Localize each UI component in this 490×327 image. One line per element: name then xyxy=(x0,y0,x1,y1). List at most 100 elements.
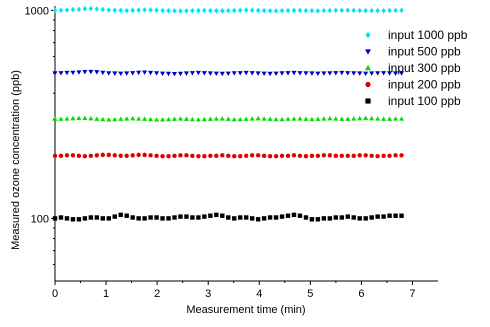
data-point xyxy=(213,116,219,121)
data-point xyxy=(52,116,58,121)
data-point xyxy=(220,8,225,14)
data-point xyxy=(142,216,147,221)
data-point xyxy=(309,116,315,122)
data-point xyxy=(321,116,327,121)
data-point xyxy=(190,215,195,220)
data-point xyxy=(196,154,201,159)
data-point xyxy=(315,8,321,14)
data-point xyxy=(124,116,130,121)
legend-item: input 300 ppb xyxy=(365,61,461,75)
data-point xyxy=(148,153,153,158)
data-point xyxy=(321,216,327,221)
data-point xyxy=(208,7,213,14)
data-point xyxy=(183,71,189,76)
data-point xyxy=(285,116,291,121)
data-point xyxy=(178,214,183,219)
data-point xyxy=(76,115,82,121)
data-point xyxy=(207,71,213,76)
data-point xyxy=(309,71,315,76)
data-point xyxy=(118,116,124,121)
data-point xyxy=(52,153,58,158)
legend-label: input 300 ppb xyxy=(388,61,461,75)
data-point xyxy=(399,116,405,121)
data-point xyxy=(285,213,291,218)
data-point xyxy=(106,117,112,122)
x-tick-label: 7 xyxy=(409,288,415,300)
data-point xyxy=(261,116,267,121)
legend: input 1000 ppb input 500 ppb input 300 ppb… xyxy=(365,28,468,108)
data-point xyxy=(190,153,195,158)
x-tick-label: 3 xyxy=(205,288,211,300)
data-point xyxy=(130,115,136,121)
data-point xyxy=(279,71,285,76)
data-point xyxy=(58,153,64,158)
data-point xyxy=(261,71,267,77)
data-point xyxy=(154,215,159,220)
data-point xyxy=(94,70,100,75)
legend-marker xyxy=(365,81,371,88)
data-point xyxy=(202,214,207,219)
data-point xyxy=(363,115,369,121)
data-point xyxy=(177,116,184,121)
data-point xyxy=(255,115,261,121)
data-point xyxy=(64,153,70,158)
data-point xyxy=(345,71,351,76)
data-point xyxy=(100,70,106,76)
data-point xyxy=(261,7,267,14)
data-point xyxy=(381,214,386,219)
data-point xyxy=(357,71,363,76)
data-point xyxy=(255,217,261,222)
data-point xyxy=(82,115,88,121)
data-point xyxy=(88,215,94,220)
data-point xyxy=(112,116,118,122)
data-point xyxy=(202,154,207,159)
data-point xyxy=(255,153,261,158)
data-point xyxy=(285,7,291,14)
data-point xyxy=(88,5,94,12)
data-point xyxy=(309,217,315,222)
data-point xyxy=(148,70,154,76)
data-point xyxy=(393,116,399,121)
data-point xyxy=(399,213,404,218)
data-point xyxy=(375,214,380,219)
legend-label: input 500 ppb xyxy=(388,45,461,59)
data-point xyxy=(208,153,213,158)
data-point xyxy=(202,7,207,14)
data-point xyxy=(327,216,333,221)
data-point xyxy=(261,153,267,158)
data-point xyxy=(387,213,392,218)
legend-marker xyxy=(365,49,371,55)
data-point xyxy=(201,116,207,122)
data-point xyxy=(94,116,100,121)
data-point xyxy=(267,71,273,77)
data-point xyxy=(237,116,243,122)
data-point xyxy=(381,71,387,76)
data-point xyxy=(136,7,141,13)
data-point xyxy=(118,212,123,218)
data-point xyxy=(142,116,148,121)
data-point xyxy=(273,154,279,159)
data-point xyxy=(249,116,255,121)
data-point xyxy=(220,153,225,158)
data-point xyxy=(238,154,243,159)
data-point xyxy=(315,116,321,121)
data-point xyxy=(309,8,315,14)
data-point xyxy=(130,71,136,76)
data-point xyxy=(345,7,350,13)
data-point xyxy=(118,7,123,14)
data-point xyxy=(375,116,381,121)
data-point xyxy=(267,215,273,220)
series xyxy=(52,69,405,77)
data-point xyxy=(177,71,184,77)
data-point xyxy=(369,153,374,158)
data-point xyxy=(94,215,100,220)
data-point xyxy=(303,154,309,159)
data-point xyxy=(297,153,303,158)
data-point xyxy=(327,153,333,158)
data-point xyxy=(64,7,70,13)
data-point xyxy=(58,71,64,76)
series xyxy=(52,212,404,222)
data-point xyxy=(327,71,333,76)
data-point xyxy=(172,153,177,158)
